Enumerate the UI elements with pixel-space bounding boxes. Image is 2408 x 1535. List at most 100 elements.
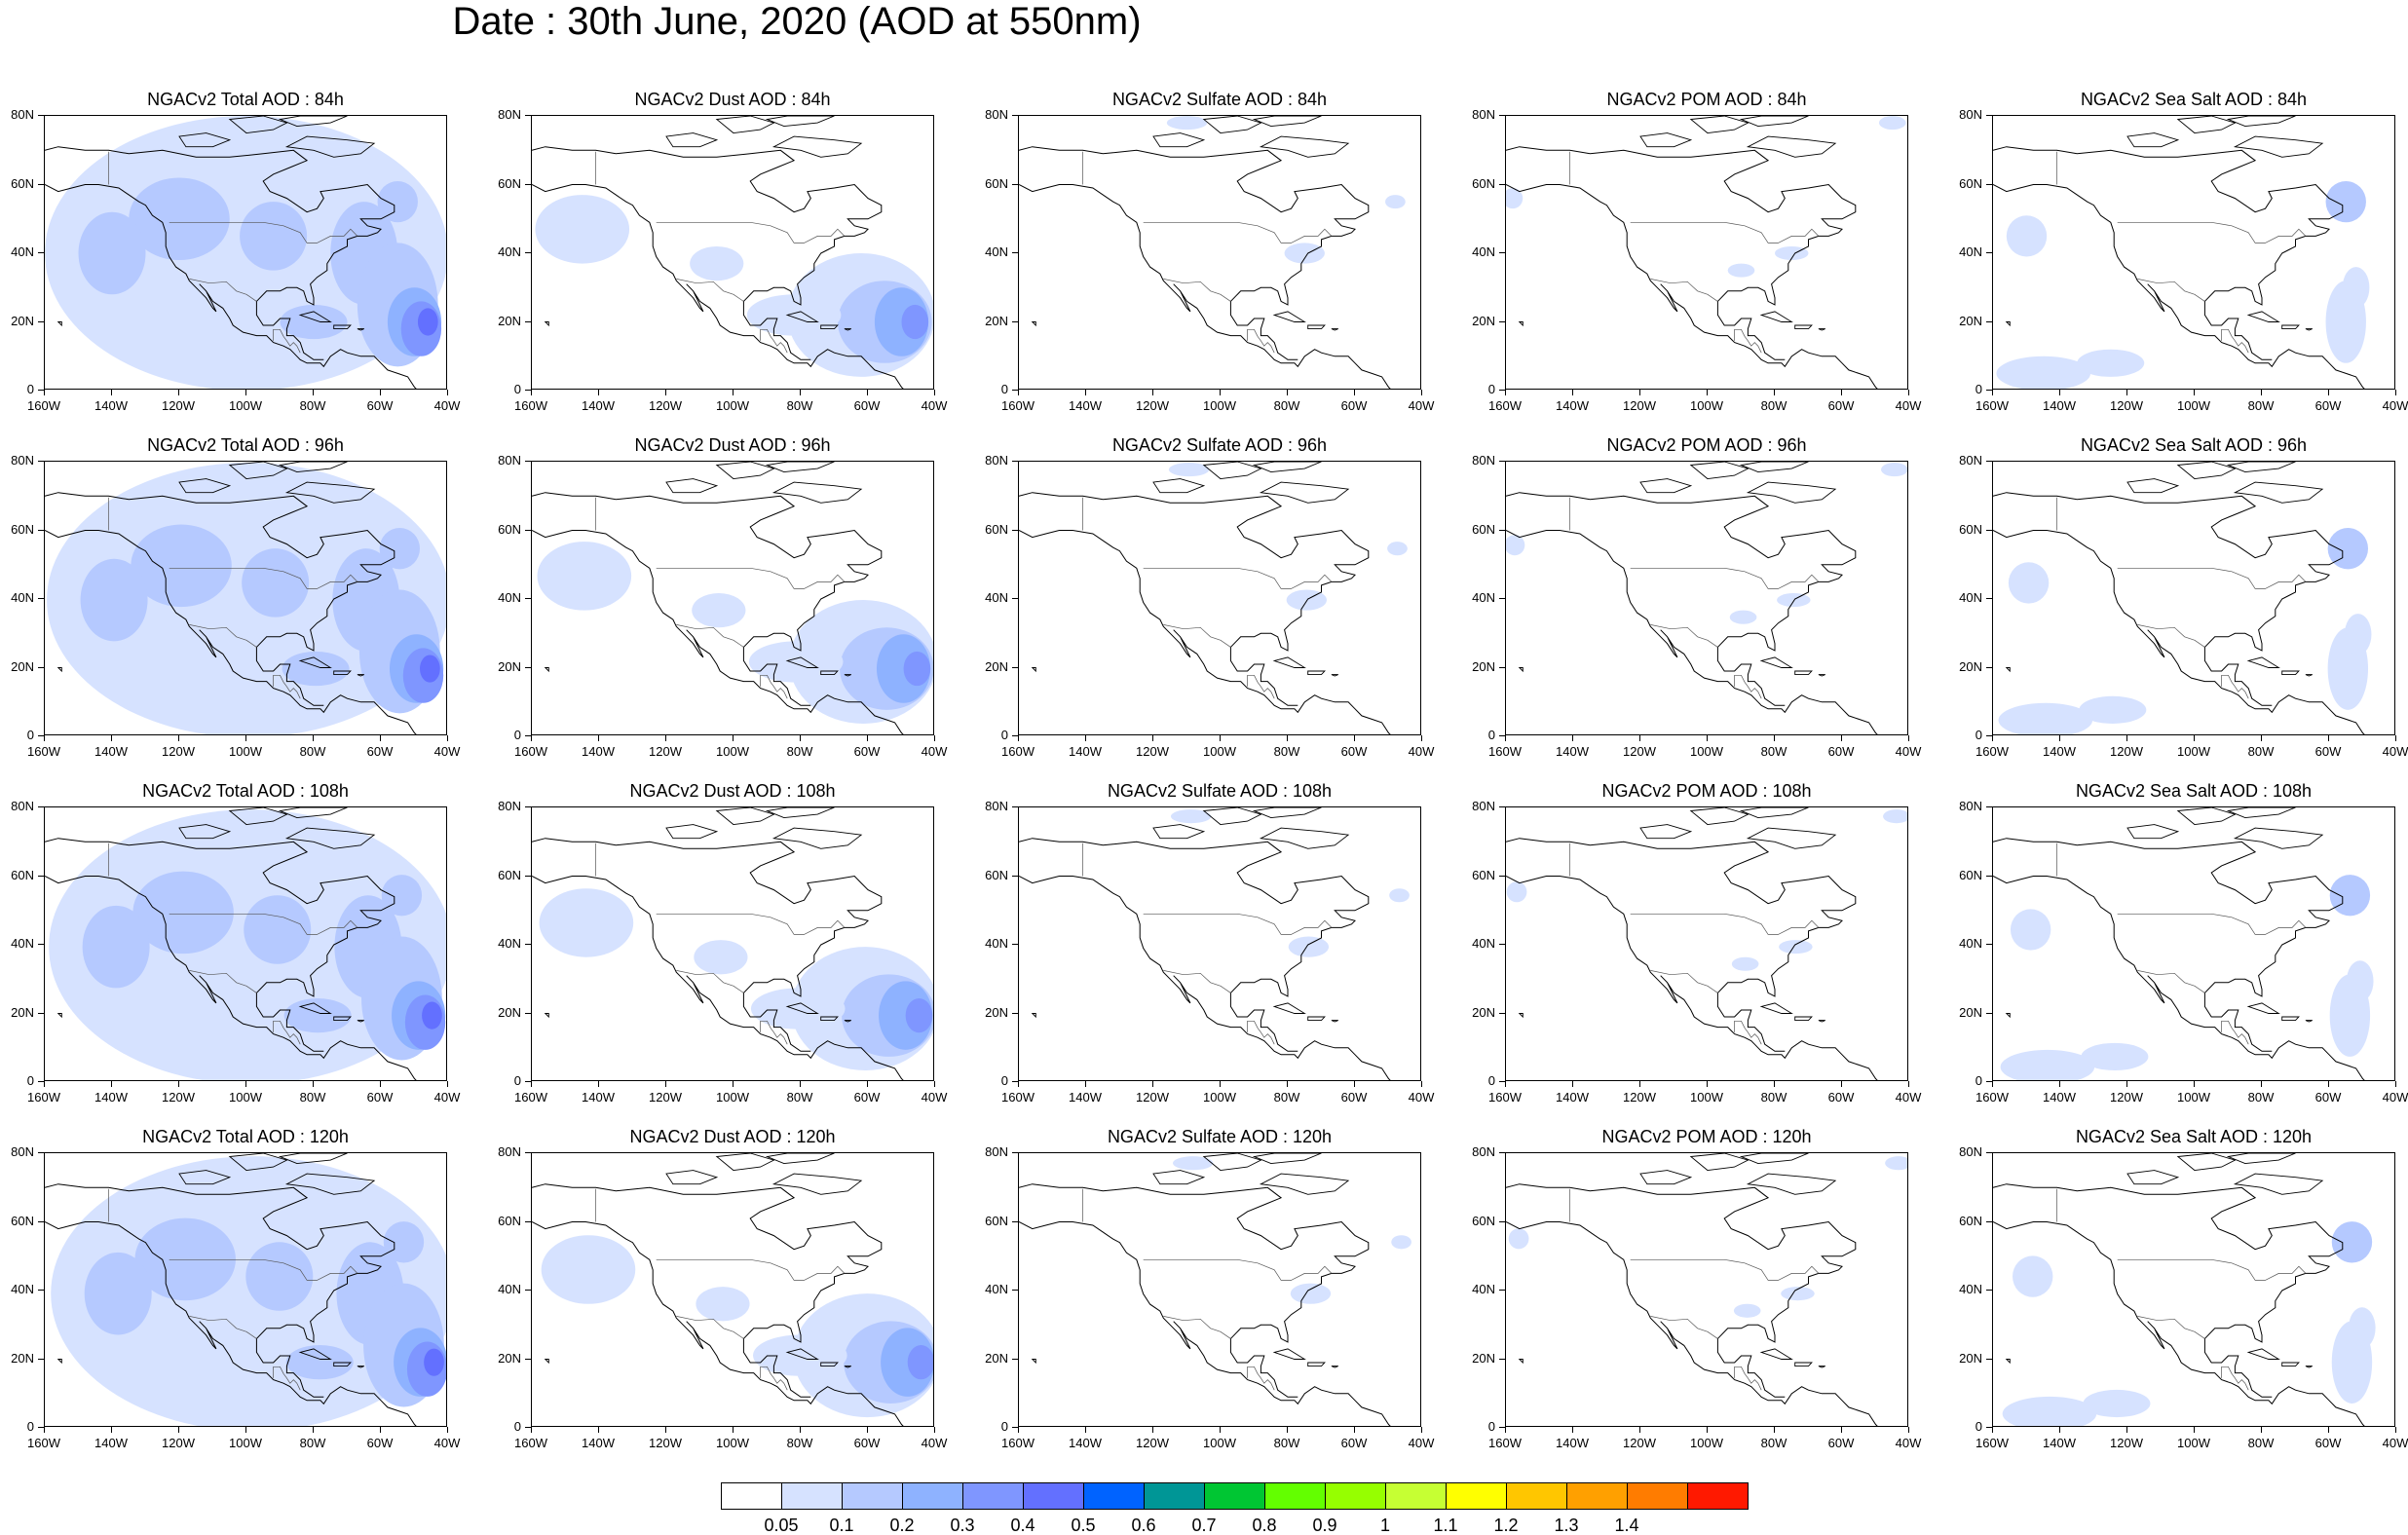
island-outline xyxy=(1818,674,1825,677)
map-frame xyxy=(531,1152,934,1427)
island-outline xyxy=(1794,1362,1813,1367)
country-border xyxy=(1247,328,1275,354)
aod-shading-patch xyxy=(1998,702,2093,734)
island-outline xyxy=(2281,670,2300,676)
lon-tick xyxy=(867,735,868,741)
island-outline xyxy=(1202,1153,1262,1172)
coastline xyxy=(1993,876,2365,1080)
panel-title: NGACv2 POM AOD : 108h xyxy=(1601,781,1812,801)
colorbar-label: 1.4 xyxy=(1614,1516,1639,1535)
island-outline xyxy=(2305,674,2313,677)
island-outline xyxy=(2246,656,2280,668)
island-outline xyxy=(2226,807,2296,819)
island-outline xyxy=(1794,324,1813,330)
island-outline xyxy=(333,1362,352,1367)
island-outline xyxy=(2281,1362,2300,1367)
coastline xyxy=(1019,530,1391,734)
lon-tick-label: 160W xyxy=(1488,1436,1522,1450)
lon-tick-label: 40W xyxy=(1895,1436,1922,1450)
colorbar-label: 0.3 xyxy=(950,1516,975,1535)
lat-tick xyxy=(1499,1358,1505,1360)
lon-tick-label: 60W xyxy=(853,398,881,413)
lat-tick xyxy=(525,252,531,253)
lon-tick xyxy=(1287,1427,1288,1433)
island-outline xyxy=(228,116,288,134)
lon-tick-label: 100W xyxy=(229,398,262,413)
lon-tick-label: 60W xyxy=(853,1436,881,1450)
lat-tick-label: 20N xyxy=(985,313,1008,328)
lat-tick xyxy=(38,1358,44,1360)
lat-tick-label: 60N xyxy=(11,175,34,191)
lat-tick-label: 60N xyxy=(1472,867,1495,882)
lat-tick-label: 60N xyxy=(11,521,34,537)
lon-tick xyxy=(733,1427,734,1433)
lon-tick xyxy=(1354,390,1355,395)
island-outline xyxy=(1759,1002,1793,1014)
coastline xyxy=(1993,1183,2344,1398)
lat-tick-label: 80N xyxy=(11,453,34,468)
aod-map xyxy=(45,807,446,1080)
aod-shading-patch xyxy=(1389,888,1410,903)
lon-tick-label: 80W xyxy=(1273,744,1300,759)
lon-tick xyxy=(44,1081,45,1087)
lon-tick xyxy=(531,1081,532,1087)
lat-tick xyxy=(525,320,531,322)
lon-tick-label: 60W xyxy=(1340,398,1368,413)
lon-tick xyxy=(934,1081,935,1087)
lat-tick xyxy=(1986,1152,1992,1153)
lon-tick xyxy=(380,1427,381,1433)
lon-tick xyxy=(733,735,734,741)
country-border xyxy=(656,913,846,935)
lon-tick xyxy=(111,1081,112,1087)
aod-shading-patch xyxy=(2329,875,2371,917)
island-outline xyxy=(1272,1348,1306,1360)
lon-tick xyxy=(1220,390,1221,395)
lon-tick-label: 60W xyxy=(1340,744,1368,759)
lon-tick-label: 160W xyxy=(27,1090,60,1104)
lon-tick-label: 140W xyxy=(2043,398,2076,413)
island-outline xyxy=(1307,1016,1326,1022)
aod-shading-patch xyxy=(1173,1156,1214,1171)
panel-title: NGACv2 Total AOD : 108h xyxy=(142,781,349,801)
island-outline xyxy=(665,478,719,494)
lon-tick xyxy=(2059,1081,2060,1087)
lat-tick xyxy=(1012,666,1018,668)
aod-shading-patch xyxy=(1506,188,1524,209)
lon-tick xyxy=(1908,390,1909,395)
aod-shading-patch xyxy=(2349,1307,2376,1349)
lat-tick-label: 60N xyxy=(1472,1213,1495,1228)
aod-shading-patch xyxy=(377,180,418,223)
island-outline xyxy=(1746,481,1837,504)
lat-tick xyxy=(1986,529,1992,531)
island-outline xyxy=(333,324,352,330)
island-outline xyxy=(1259,1173,1350,1195)
aod-map xyxy=(1019,807,1410,1080)
lat-tick-label: 80N xyxy=(11,107,34,122)
colorbar-box xyxy=(1385,1482,1447,1510)
lat-tick-label: 0 xyxy=(1000,1419,1008,1434)
aod-map xyxy=(1993,462,2372,734)
lat-tick xyxy=(1499,1290,1505,1291)
island-outline xyxy=(544,1359,549,1365)
lat-tick-label: 60N xyxy=(1959,175,1982,191)
lat-tick xyxy=(525,875,531,877)
lon-tick-label: 80W xyxy=(786,1090,813,1104)
lon-tick-label: 140W xyxy=(582,744,615,759)
lat-tick-label: 0 xyxy=(26,728,34,742)
island-outline xyxy=(1818,1020,1825,1023)
coastline xyxy=(1993,838,2344,1052)
map-frame xyxy=(44,461,447,735)
lon-tick xyxy=(934,1427,935,1433)
lat-tick-label: 80N xyxy=(985,453,1008,468)
lon-tick-label: 40W xyxy=(433,398,461,413)
lon-tick xyxy=(44,735,45,741)
lon-tick xyxy=(800,735,801,741)
colorbar-label: 1 xyxy=(1379,1516,1390,1535)
lon-tick xyxy=(380,735,381,741)
island-outline xyxy=(228,462,288,480)
lon-tick xyxy=(1572,390,1573,395)
lat-tick xyxy=(1012,598,1018,599)
lon-tick-label: 60W xyxy=(2314,744,2342,759)
lat-tick xyxy=(38,252,44,253)
lon-tick xyxy=(1152,1081,1153,1087)
